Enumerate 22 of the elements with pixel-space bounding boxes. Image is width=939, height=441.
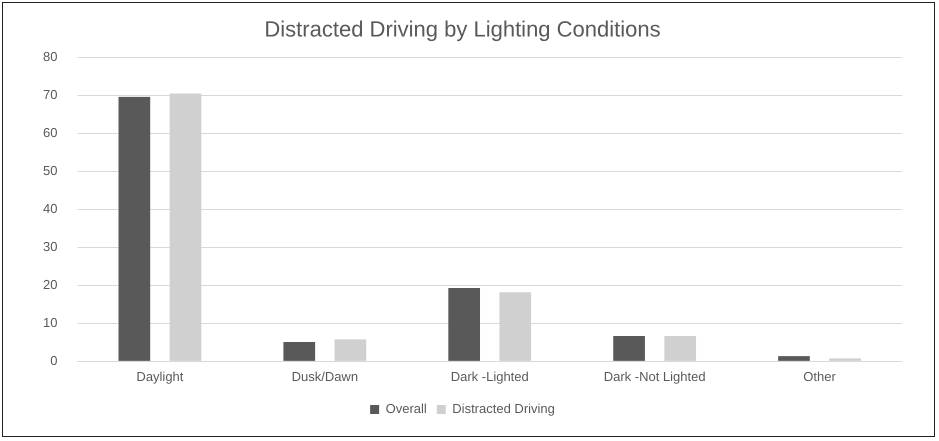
- x-tick-label: Dusk/Dawn: [292, 368, 358, 384]
- y-tick-label: 0: [50, 352, 58, 368]
- chart-title: Distracted Driving by Lighting Conditions: [264, 16, 661, 42]
- y-tick-label: 60: [42, 124, 58, 140]
- legend-label: Distracted Driving: [452, 401, 555, 416]
- y-tick-label: 80: [42, 48, 58, 64]
- x-tick-label: Daylight: [136, 368, 184, 384]
- y-tick-label: 50: [42, 162, 58, 178]
- y-tick-label: 30: [42, 238, 58, 254]
- x-tick-label: Dark -Lighted: [450, 368, 529, 384]
- y-tick-label: 70: [42, 86, 58, 102]
- bar: [778, 356, 810, 361]
- bar: [283, 342, 316, 361]
- x-tick-label: Dark -Not Lighted: [604, 368, 706, 384]
- bar: [118, 96, 150, 361]
- x-tick-label: Other: [803, 368, 836, 384]
- y-tick-label: 20: [42, 276, 58, 292]
- y-tick-label: 10: [42, 314, 58, 330]
- y-tick-label: 40: [42, 200, 58, 216]
- legend-label: Overall: [386, 401, 427, 416]
- bar: [613, 336, 645, 361]
- bar: [448, 288, 480, 361]
